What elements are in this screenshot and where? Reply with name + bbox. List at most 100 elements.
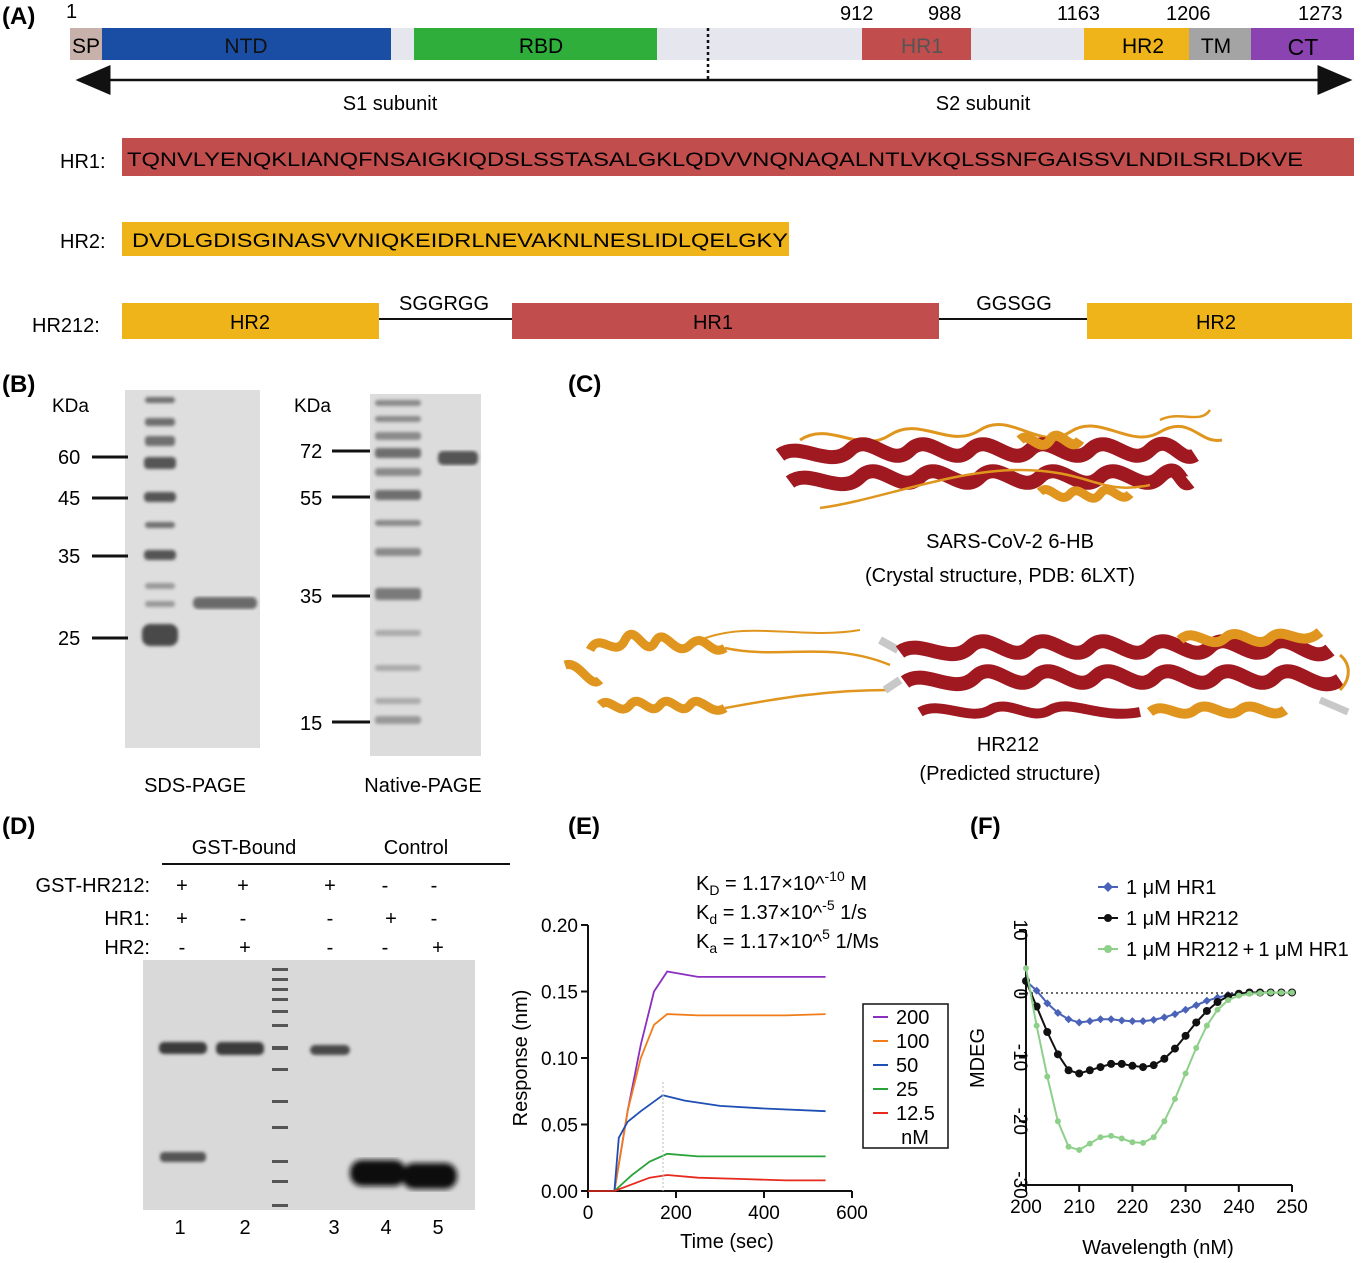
hr212-block-hr1-label: HR1	[693, 312, 733, 334]
sign-r3-l2: +	[239, 937, 251, 959]
bli-x-tick-label: 400	[748, 1203, 780, 1224]
position-1206: 1206	[1166, 3, 1211, 25]
sds-hr212-band	[193, 597, 257, 609]
cd-series-point	[1064, 1066, 1073, 1075]
hr2-sequence: DVDLGDISGINASVVNIQKEIDRLNEVAKNLNESLIDLQE…	[132, 231, 788, 252]
cd-series-point	[1032, 1002, 1041, 1011]
cd-series-point	[1182, 1070, 1189, 1077]
cd-series-point	[1107, 1059, 1116, 1068]
cd-series-point	[1149, 1061, 1158, 1070]
six-hb-caption-2: (Crystal structure, PDB: 6LXT)	[865, 565, 1135, 587]
bli-x-tick-label: 0	[583, 1203, 594, 1224]
cd-series-point	[1192, 1018, 1201, 1027]
bli-y-tick-label: 0.10	[541, 1049, 578, 1070]
cd-series-point	[1170, 1010, 1179, 1019]
hr212-block-hr2-left-label: HR2	[230, 312, 270, 334]
cd-series-point	[1076, 1146, 1083, 1153]
domain-rbd-label: RBD	[519, 35, 563, 58]
sds-caption: SDS-PAGE	[144, 775, 246, 797]
bli-y-axis-label: Response (nm)	[510, 990, 532, 1127]
kd-dissociation-text: Kd = 1.37×10^-5 1/s	[696, 897, 867, 927]
native-marker-35: 35	[300, 586, 322, 608]
lane-number-2: 2	[239, 1217, 250, 1239]
hr212-row-label: HR212:	[32, 315, 100, 337]
cd-legend-marker	[1104, 945, 1112, 953]
hr2-control-band	[402, 1163, 457, 1189]
pulldown-gel	[143, 960, 475, 1210]
cd-series-point	[1053, 1008, 1062, 1017]
position-1273: 1273	[1298, 3, 1343, 25]
cd-series-point	[1097, 1134, 1104, 1141]
panel-label-e: (E)	[568, 813, 600, 840]
position-988: 988	[928, 3, 961, 25]
cd-series-point	[1139, 1063, 1148, 1072]
bli-legend-label: 100	[896, 1031, 929, 1053]
spike-domain-bar: SP NTD RBD HR1 HR2 TM CT S1 subunit S2 s…	[70, 28, 1354, 115]
cd-series-point	[1096, 1063, 1105, 1072]
sds-marker-25: 25	[58, 628, 80, 650]
cd-series-point	[1202, 996, 1211, 1005]
sds-ladder-bands	[142, 397, 178, 646]
bli-y-tick-label: 0.00	[541, 1182, 578, 1203]
bli-legend-label: 200	[896, 1007, 929, 1029]
hr212-block-hr1	[512, 303, 939, 339]
cd-x-tick-label: 230	[1170, 1197, 1202, 1218]
domain-sp-label: SP	[72, 35, 100, 58]
domain-hr2-label: HR2	[1122, 35, 1164, 58]
native-marker-15: 15	[300, 713, 322, 735]
row-label-hr1: HR1:	[104, 908, 150, 930]
panel-label-d: (D)	[2, 813, 35, 840]
cd-x-tick-label: 240	[1223, 1197, 1255, 1218]
position-1163: 1163	[1057, 3, 1100, 25]
sds-page-gel: KDa 60 45 35 25 SDS-PAGE	[52, 390, 260, 797]
cd-legend-marker	[1103, 882, 1113, 892]
spike-position-labels: 1 912 988 1163 1206 1273	[66, 1, 1343, 25]
sign-r1-l5: -	[431, 875, 438, 897]
cd-series-point	[1160, 1013, 1169, 1022]
pulldown-ladder	[272, 968, 288, 1207]
cd-series-point	[1139, 1017, 1148, 1026]
lane-number-3: 3	[328, 1217, 339, 1239]
cd-series-point	[1128, 1061, 1137, 1070]
cd-series-point	[1246, 990, 1253, 997]
cd-series-point	[1203, 1022, 1210, 1029]
lane-number-1: 1	[174, 1217, 185, 1239]
sign-r3-l3: -	[327, 937, 334, 959]
cd-series-point	[1171, 1095, 1178, 1102]
cd-series-point	[1023, 965, 1029, 972]
cd-series-point	[1054, 1118, 1061, 1125]
sign-r1-l4: -	[382, 875, 389, 897]
cd-series-point	[1032, 986, 1041, 995]
sds-gel-image	[125, 390, 260, 748]
sign-r1-l3: +	[324, 875, 336, 897]
cd-series-point	[1140, 1139, 1147, 1146]
cd-series-point	[1043, 999, 1052, 1008]
cd-series-point	[1289, 989, 1295, 996]
domain-hr2	[1084, 28, 1189, 60]
cd-series-point	[1085, 1066, 1094, 1075]
cd-series-point	[1128, 1017, 1137, 1026]
s1-subunit-label: S1 subunit	[343, 93, 438, 115]
panel-label-a: (A)	[2, 3, 35, 30]
cd-y-tick-label: -10	[1009, 1044, 1030, 1071]
bli-legend-label: 25	[896, 1079, 918, 1101]
cd-series-point	[1161, 1118, 1168, 1125]
native-kda-label: KDa	[294, 396, 331, 417]
sign-r1-l1: +	[176, 875, 188, 897]
bli-series-25	[613, 1152, 826, 1192]
cd-legend-label: 1 μM HR212 + 1 μM HR1	[1126, 939, 1349, 961]
lane-numbers: 1 2 3 4 5	[174, 1217, 443, 1239]
cd-series-point	[1257, 990, 1264, 997]
bli-x-tick-label: 200	[660, 1203, 692, 1224]
bli-legend-label: 12.5	[896, 1103, 935, 1125]
pulldown-signs: + + + - - + - - + - - + - - +	[176, 875, 444, 959]
cd-series-point	[1129, 1139, 1136, 1146]
pulldown-bands	[159, 1042, 350, 1162]
sign-r2-l5: -	[431, 908, 438, 930]
cd-series-point	[1064, 1015, 1073, 1024]
hr212-structure-caption-1: HR212	[977, 734, 1039, 756]
cd-legend-label: 1 μM HR212	[1126, 908, 1239, 930]
bli-y-tick-label: 0.05	[541, 1116, 578, 1137]
pulldown-header: GST-Bound Control GST-HR212: HR1: HR2:	[36, 837, 510, 959]
